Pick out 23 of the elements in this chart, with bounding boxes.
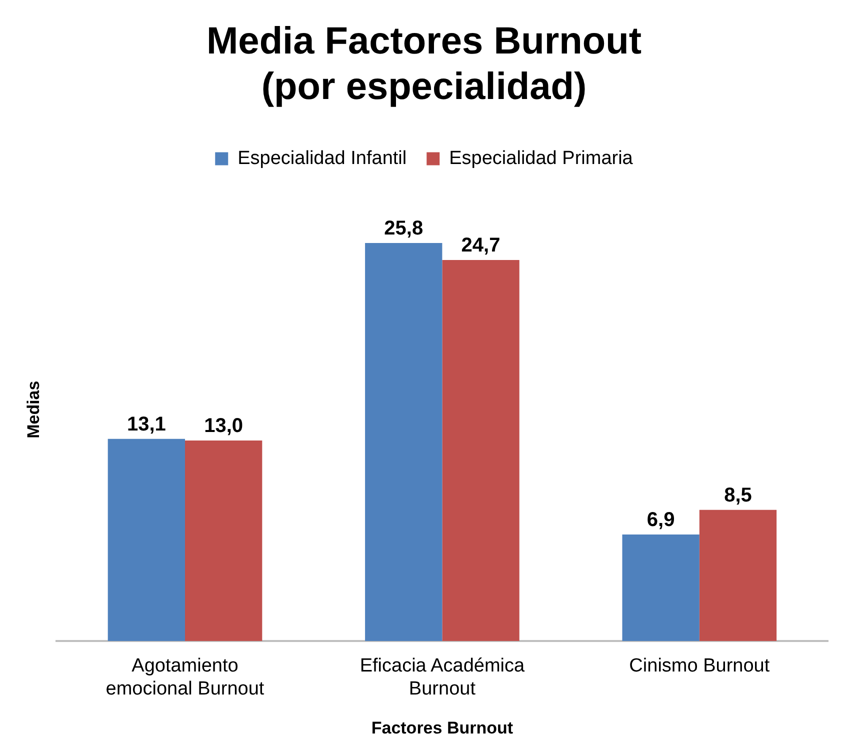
bar bbox=[699, 510, 777, 641]
bar bbox=[442, 260, 520, 641]
text: (por especialidad) bbox=[261, 66, 587, 108]
y-axis-title: Medias bbox=[24, 380, 43, 438]
x-axis-title: Factores Burnout bbox=[371, 718, 514, 738]
legend-label: Especialidad Primaria bbox=[449, 148, 634, 169]
category-label: Cinismo Burnout bbox=[629, 656, 770, 677]
data-label: 25,8 bbox=[384, 218, 424, 240]
category-label: emocional Burnout bbox=[106, 678, 264, 700]
legend-label: Especialidad Infantil bbox=[238, 148, 407, 169]
category-label: Eficacia Académica bbox=[360, 656, 525, 677]
bar bbox=[622, 534, 700, 641]
bar bbox=[108, 438, 185, 641]
category-label: Agotamiento bbox=[132, 656, 238, 677]
category-label: Burnout bbox=[408, 678, 476, 700]
data-label: 13,1 bbox=[126, 413, 166, 436]
data-label: 6,9 bbox=[646, 509, 675, 532]
data-label: 8,5 bbox=[724, 484, 752, 506]
data-label: 24,7 bbox=[461, 234, 500, 256]
text: Media Factores Burnout bbox=[206, 20, 642, 62]
bar bbox=[365, 242, 442, 641]
bar bbox=[185, 440, 262, 641]
data-label: 13,0 bbox=[204, 414, 244, 437]
